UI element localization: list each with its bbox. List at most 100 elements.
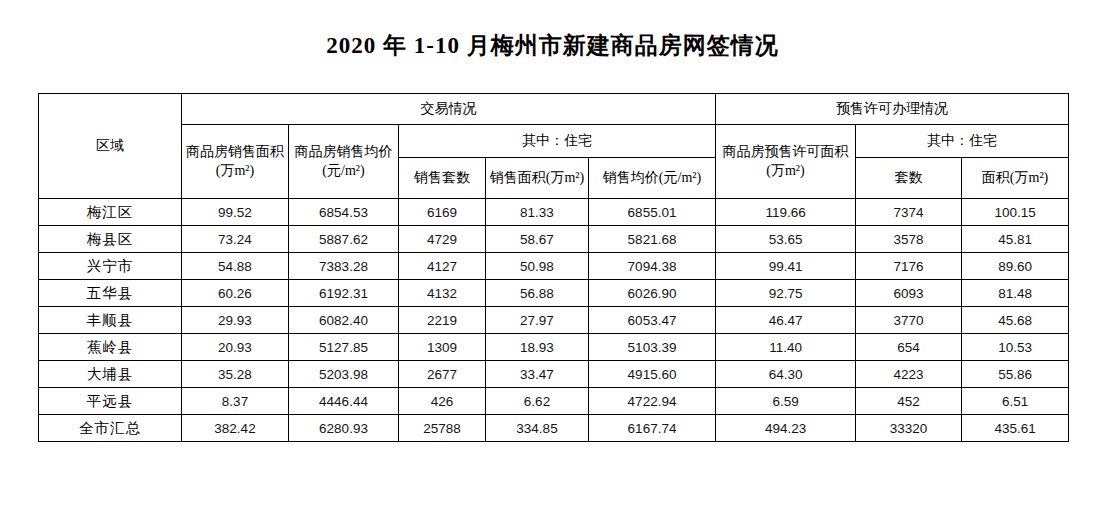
header-presale-group: 预售许可办理情况: [716, 94, 1069, 125]
table-row: 五华县 60.26 6192.31 4132 56.88 6026.90 92.…: [39, 280, 1069, 307]
table-row: 梅县区 73.24 5887.62 4729 58.67 5821.68 53.…: [39, 226, 1069, 253]
value-cell: 33.47: [486, 361, 589, 388]
value-cell: 7176: [856, 253, 962, 280]
value-cell: 4915.60: [589, 361, 716, 388]
header-sales-area: 商品房销售面积(万m²): [182, 125, 289, 199]
region-cell: 蕉岭县: [39, 334, 182, 361]
header-row-subgroups: 商品房销售面积(万m²) 商品房销售均价(元/m²) 其中：住宅 商品房预售许可…: [39, 125, 1069, 158]
header-sales-avg-price: 商品房销售均价(元/m²): [289, 125, 399, 199]
header-transaction-group: 交易情况: [182, 94, 716, 125]
value-cell: 6854.53: [289, 199, 399, 226]
value-cell: 99.52: [182, 199, 289, 226]
header-presale-permit-area: 商品房预售许可面积(万m²): [716, 125, 856, 199]
value-cell: 33320: [856, 415, 962, 442]
value-cell: 10.53: [962, 334, 1069, 361]
value-cell: 6169: [399, 199, 486, 226]
value-cell: 45.68: [962, 307, 1069, 334]
value-cell: 4729: [399, 226, 486, 253]
value-cell: 5103.39: [589, 334, 716, 361]
header-residential-subgroup: 其中：住宅: [399, 125, 716, 158]
table-row: 梅江区 99.52 6854.53 6169 81.33 6855.01 119…: [39, 199, 1069, 226]
value-cell: 6.51: [962, 388, 1069, 415]
value-cell: 20.93: [182, 334, 289, 361]
value-cell: 6.62: [486, 388, 589, 415]
table-body: 梅江区 99.52 6854.53 6169 81.33 6855.01 119…: [39, 199, 1069, 442]
value-cell: 4132: [399, 280, 486, 307]
table-row: 平远县 8.37 4446.44 426 6.62 4722.94 6.59 4…: [39, 388, 1069, 415]
value-cell: 5203.98: [289, 361, 399, 388]
value-cell: 81.48: [962, 280, 1069, 307]
value-cell: 58.67: [486, 226, 589, 253]
table-row: 兴宁市 54.88 7383.28 4127 50.98 7094.38 99.…: [39, 253, 1069, 280]
value-cell: 7374: [856, 199, 962, 226]
value-cell: 382.42: [182, 415, 289, 442]
value-cell: 25788: [399, 415, 486, 442]
header-presale-area: 面积(万m²): [962, 158, 1069, 199]
value-cell: 5887.62: [289, 226, 399, 253]
value-cell: 4127: [399, 253, 486, 280]
value-cell: 426: [399, 388, 486, 415]
value-cell: 494.23: [716, 415, 856, 442]
region-cell: 全市汇总: [39, 415, 182, 442]
value-cell: 7383.28: [289, 253, 399, 280]
housing-stats-table: 区域 交易情况 预售许可办理情况 商品房销售面积(万m²) 商品房销售均价(元/…: [38, 93, 1069, 442]
header-units-sold: 销售套数: [399, 158, 486, 199]
region-cell: 兴宁市: [39, 253, 182, 280]
value-cell: 5127.85: [289, 334, 399, 361]
region-cell: 梅江区: [39, 199, 182, 226]
value-cell: 6082.40: [289, 307, 399, 334]
value-cell: 18.93: [486, 334, 589, 361]
value-cell: 45.81: [962, 226, 1069, 253]
value-cell: 4223: [856, 361, 962, 388]
header-row-groups: 区域 交易情况 预售许可办理情况: [39, 94, 1069, 125]
value-cell: 46.47: [716, 307, 856, 334]
region-cell: 平远县: [39, 388, 182, 415]
value-cell: 4722.94: [589, 388, 716, 415]
value-cell: 2219: [399, 307, 486, 334]
value-cell: 11.40: [716, 334, 856, 361]
value-cell: 35.28: [182, 361, 289, 388]
value-cell: 29.93: [182, 307, 289, 334]
header-presale-units: 套数: [856, 158, 962, 199]
value-cell: 8.37: [182, 388, 289, 415]
value-cell: 119.66: [716, 199, 856, 226]
value-cell: 89.60: [962, 253, 1069, 280]
header-residential-sales-area: 销售面积(万m²): [486, 158, 589, 199]
header-region: 区域: [39, 94, 182, 199]
region-cell: 大埔县: [39, 361, 182, 388]
value-cell: 6093: [856, 280, 962, 307]
value-cell: 334.85: [486, 415, 589, 442]
region-cell: 五华县: [39, 280, 182, 307]
table-row: 丰顺县 29.93 6082.40 2219 27.97 6053.47 46.…: [39, 307, 1069, 334]
value-cell: 452: [856, 388, 962, 415]
value-cell: 6.59: [716, 388, 856, 415]
value-cell: 6192.31: [289, 280, 399, 307]
value-cell: 54.88: [182, 253, 289, 280]
value-cell: 27.97: [486, 307, 589, 334]
value-cell: 2677: [399, 361, 486, 388]
value-cell: 50.98: [486, 253, 589, 280]
document-page: 2020 年 1-10 月梅州市新建商品房网签情况 区域 交易情况 预售许可办理…: [0, 0, 1105, 508]
value-cell: 55.86: [962, 361, 1069, 388]
page-title: 2020 年 1-10 月梅州市新建商品房网签情况: [0, 30, 1105, 61]
header-presale-residential-subgroup: 其中：住宅: [856, 125, 1069, 158]
value-cell: 6855.01: [589, 199, 716, 226]
table-row: 全市汇总 382.42 6280.93 25788 334.85 6167.74…: [39, 415, 1069, 442]
value-cell: 1309: [399, 334, 486, 361]
value-cell: 99.41: [716, 253, 856, 280]
region-cell: 梅县区: [39, 226, 182, 253]
value-cell: 60.26: [182, 280, 289, 307]
value-cell: 53.65: [716, 226, 856, 253]
value-cell: 7094.38: [589, 253, 716, 280]
value-cell: 4446.44: [289, 388, 399, 415]
value-cell: 6280.93: [289, 415, 399, 442]
header-residential-avg-price: 销售均价(元/m²): [589, 158, 716, 199]
value-cell: 6026.90: [589, 280, 716, 307]
table-row: 大埔县 35.28 5203.98 2677 33.47 4915.60 64.…: [39, 361, 1069, 388]
value-cell: 81.33: [486, 199, 589, 226]
value-cell: 100.15: [962, 199, 1069, 226]
value-cell: 92.75: [716, 280, 856, 307]
table-header: 区域 交易情况 预售许可办理情况 商品房销售面积(万m²) 商品房销售均价(元/…: [39, 94, 1069, 199]
value-cell: 6053.47: [589, 307, 716, 334]
value-cell: 64.30: [716, 361, 856, 388]
